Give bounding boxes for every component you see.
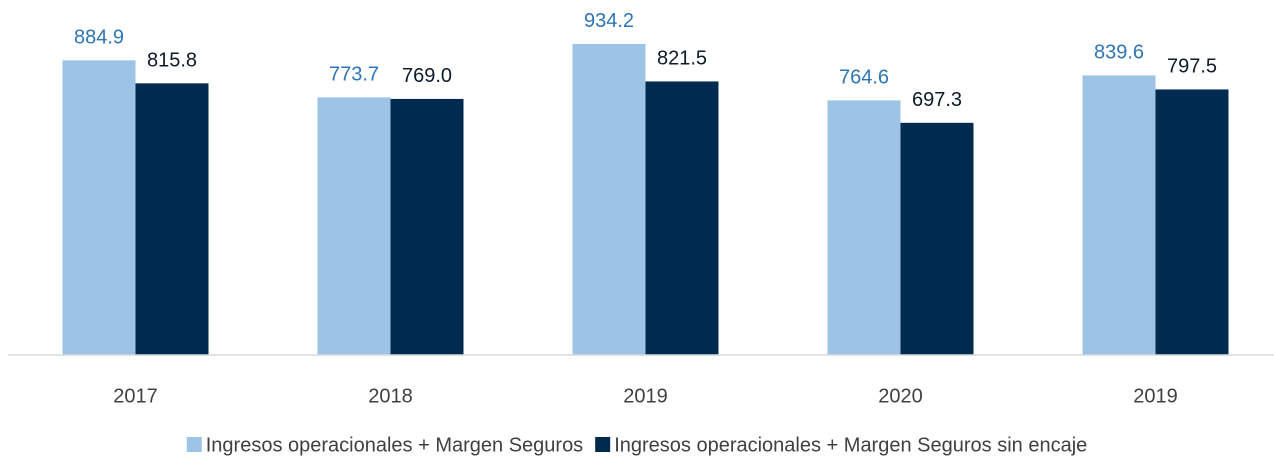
- data-label: 839.6: [1094, 42, 1144, 64]
- x-tick-label: 2019: [623, 385, 668, 407]
- data-label: 884.9: [74, 27, 124, 49]
- x-tick-label: 2018: [368, 385, 413, 407]
- data-label: 769.0: [402, 65, 452, 87]
- legend-label: Ingresos operacionales + Margen Seguros …: [614, 434, 1087, 456]
- x-tick-label: 2019: [1133, 385, 1178, 407]
- data-label: 815.8: [147, 50, 197, 72]
- bar: [900, 122, 974, 355]
- data-label: 797.5: [1167, 56, 1217, 78]
- data-label: 934.2: [584, 10, 634, 32]
- legend-swatch: [186, 437, 202, 452]
- x-tick-label: 2020: [878, 385, 923, 407]
- x-tick-label: 2017: [113, 385, 158, 407]
- data-label: 821.5: [657, 48, 707, 70]
- bar: [317, 97, 391, 355]
- data-label: 764.6: [839, 67, 889, 89]
- bar: [827, 100, 901, 355]
- legend-swatch: [595, 437, 611, 452]
- bar: [1155, 89, 1229, 356]
- legend-label: Ingresos operacionales + Margen Seguros: [206, 434, 583, 456]
- bar: [390, 98, 464, 355]
- bar: [135, 83, 209, 356]
- data-label: 697.3: [912, 89, 962, 111]
- bar: [645, 81, 719, 356]
- bar: [572, 43, 646, 355]
- bar: [1082, 75, 1156, 355]
- bar: [62, 60, 136, 355]
- data-label: 773.7: [329, 64, 379, 86]
